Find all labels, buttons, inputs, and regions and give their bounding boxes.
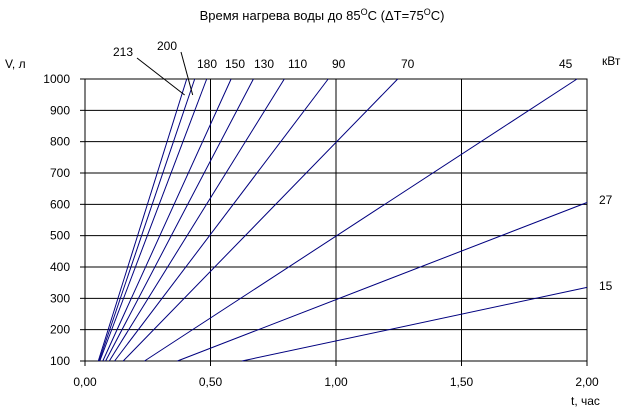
series-label-90: 90 [332,57,346,71]
series-label-15: 15 [599,279,613,293]
tick-labels: 100 200 300 400 500 600 700 800 900 1000 0,00 0,50 1… [43,72,599,389]
series-line-45 [144,78,578,362]
y-tick-label: 600 [50,197,70,211]
y-tick-label: 900 [50,103,70,117]
series-lines [97,78,588,362]
y-tick-label: 1000 [43,72,70,86]
series-line-90 [114,78,329,362]
x-tick-label: 0,50 [199,375,223,389]
series-line-213 [97,78,188,362]
series-labels: 213 200 180 150 130 110 90 70 45 27 15 [113,39,613,293]
series-label-70: 70 [401,57,415,71]
series-line-15 [241,286,588,362]
y-tick-label: 700 [50,166,70,180]
series-label-200: 200 [157,39,177,53]
series-label-45: 45 [559,57,573,71]
series-line-110 [108,78,285,362]
y-tick-label: 100 [50,354,70,368]
x-tick-label: 1,50 [450,375,474,389]
leader-line-213 [136,57,185,96]
series-line-180 [99,78,208,362]
x-tick-label: 2,00 [575,375,599,389]
y-tick-label: 300 [50,291,70,305]
series-label-130: 130 [254,57,274,71]
unit-label: кВт [602,54,621,68]
series-line-70 [122,78,399,362]
series-line-200 [98,78,196,362]
plot-frame [84,78,588,362]
leader-line-200 [180,51,194,96]
series-label-150: 150 [225,57,245,71]
x-axis-label: t, час [571,394,600,408]
y-tick-label: 200 [50,323,70,337]
series-label-213: 213 [113,45,133,59]
series-label-180: 180 [197,57,217,71]
y-tick-label: 500 [50,229,70,243]
x-tick-label: 1,00 [324,375,348,389]
x-tick-label: 0,00 [73,375,97,389]
series-label-27: 27 [599,193,613,207]
y-tick-label: 400 [50,260,70,274]
series-line-27 [177,202,588,362]
y-tick-label: 800 [50,135,70,149]
series-line-130 [105,78,254,362]
series-line-150 [102,78,232,362]
series-label-110: 110 [288,57,307,71]
chart-title: Время нагрева воды до 85OC (ΔT=75OC) [200,7,445,23]
y-axis-label: V, л [5,57,26,71]
